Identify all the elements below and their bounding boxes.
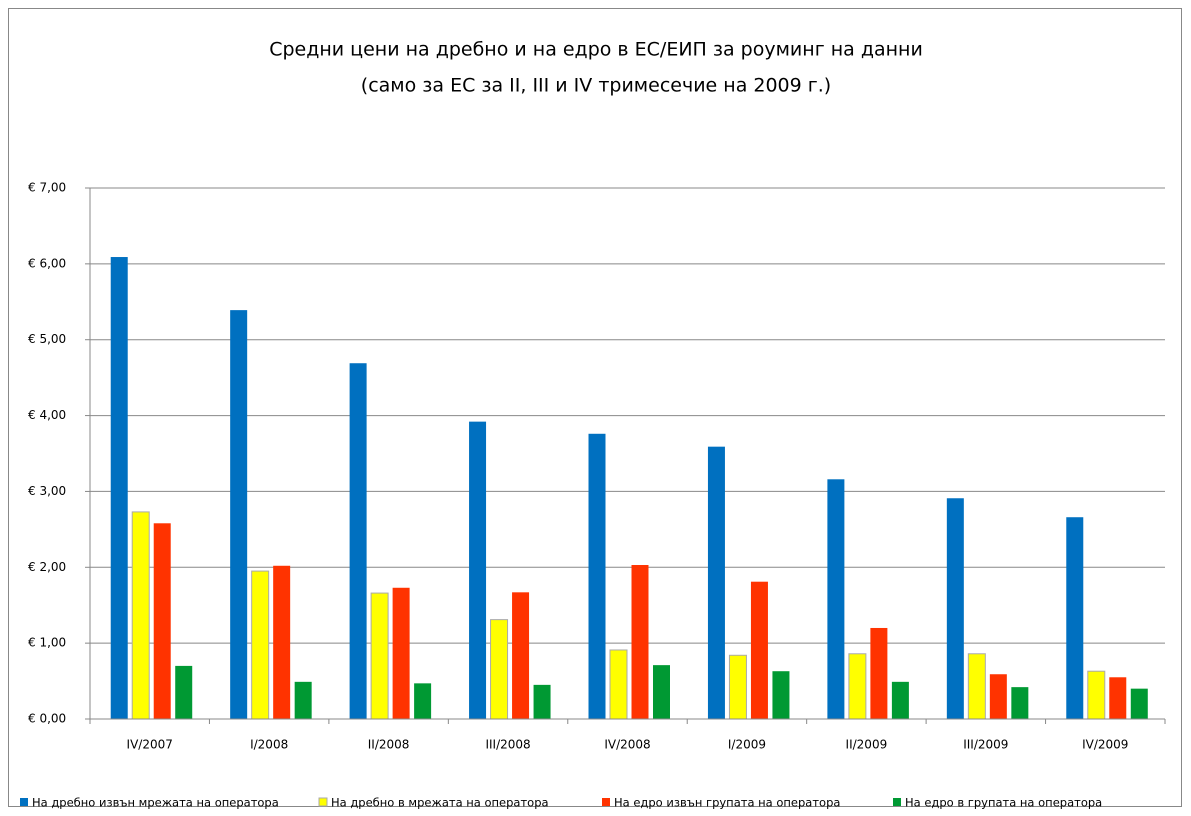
legend-label: На едро в групата на оператора <box>905 796 1102 810</box>
y-tick-label: € 1,00 <box>28 636 66 650</box>
legend-label: На едро извън групата на оператора <box>614 796 840 810</box>
bar <box>827 479 845 719</box>
x-tick-label: I/2009 <box>728 738 766 752</box>
y-tick-label: € 6,00 <box>28 256 66 270</box>
x-tick-label: IV/2007 <box>127 738 173 752</box>
x-tick-label: II/2009 <box>846 738 888 752</box>
bar <box>110 257 128 719</box>
bar <box>1130 688 1148 719</box>
bar <box>131 511 150 720</box>
bar <box>870 627 888 719</box>
bar <box>153 523 171 719</box>
legend-swatch <box>893 798 901 806</box>
bar <box>230 310 248 719</box>
x-tick-label: II/2008 <box>368 738 410 752</box>
y-tick-label: € 2,00 <box>28 560 66 574</box>
bar <box>273 565 291 719</box>
legend-label: На дребно в мрежата на оператора <box>331 796 549 810</box>
bar <box>728 654 747 720</box>
legend-swatch <box>318 797 328 807</box>
chart-subtitle: (само за ЕС за II, III и IV тримесечие н… <box>361 75 831 97</box>
bar <box>175 665 193 719</box>
bar <box>349 363 367 719</box>
bar <box>588 433 606 719</box>
bar <box>848 653 867 720</box>
x-tick-label: III/2009 <box>963 738 1008 752</box>
x-tick-label: IV/2009 <box>1082 738 1128 752</box>
x-tick-label: I/2008 <box>250 738 288 752</box>
chart-title: Средни цени на дребно и на едро в ЕС/ЕИП… <box>269 39 923 61</box>
bar <box>967 653 986 720</box>
x-tick-label: IV/2008 <box>604 738 650 752</box>
bar <box>533 684 551 719</box>
bar <box>294 681 312 719</box>
bar <box>512 592 530 719</box>
y-tick-label: € 0,00 <box>28 712 66 726</box>
bar <box>1011 687 1029 719</box>
x-tick-label: III/2008 <box>485 738 530 752</box>
bar <box>469 421 487 719</box>
bar <box>707 446 725 719</box>
legend-swatch <box>602 798 610 806</box>
bar <box>609 649 628 720</box>
bar <box>891 681 909 719</box>
bar <box>653 665 670 719</box>
y-tick-label: € 5,00 <box>28 332 66 346</box>
bar <box>989 674 1007 719</box>
bar <box>772 671 790 719</box>
bar <box>251 570 270 720</box>
bar <box>490 619 509 720</box>
legend-label: На дребно извън мрежата на оператора <box>32 796 279 810</box>
bar <box>946 498 964 719</box>
y-tick-label: € 7,00 <box>28 181 66 195</box>
bar <box>750 581 768 719</box>
bar <box>414 683 432 719</box>
bar <box>370 592 389 720</box>
bar <box>631 565 649 719</box>
y-tick-label: € 4,00 <box>28 408 66 422</box>
bar <box>392 587 410 719</box>
bar <box>1109 677 1127 719</box>
bar <box>1066 517 1084 719</box>
bar <box>1087 670 1106 720</box>
y-tick-label: € 3,00 <box>28 484 66 498</box>
legend-swatch <box>20 798 28 806</box>
